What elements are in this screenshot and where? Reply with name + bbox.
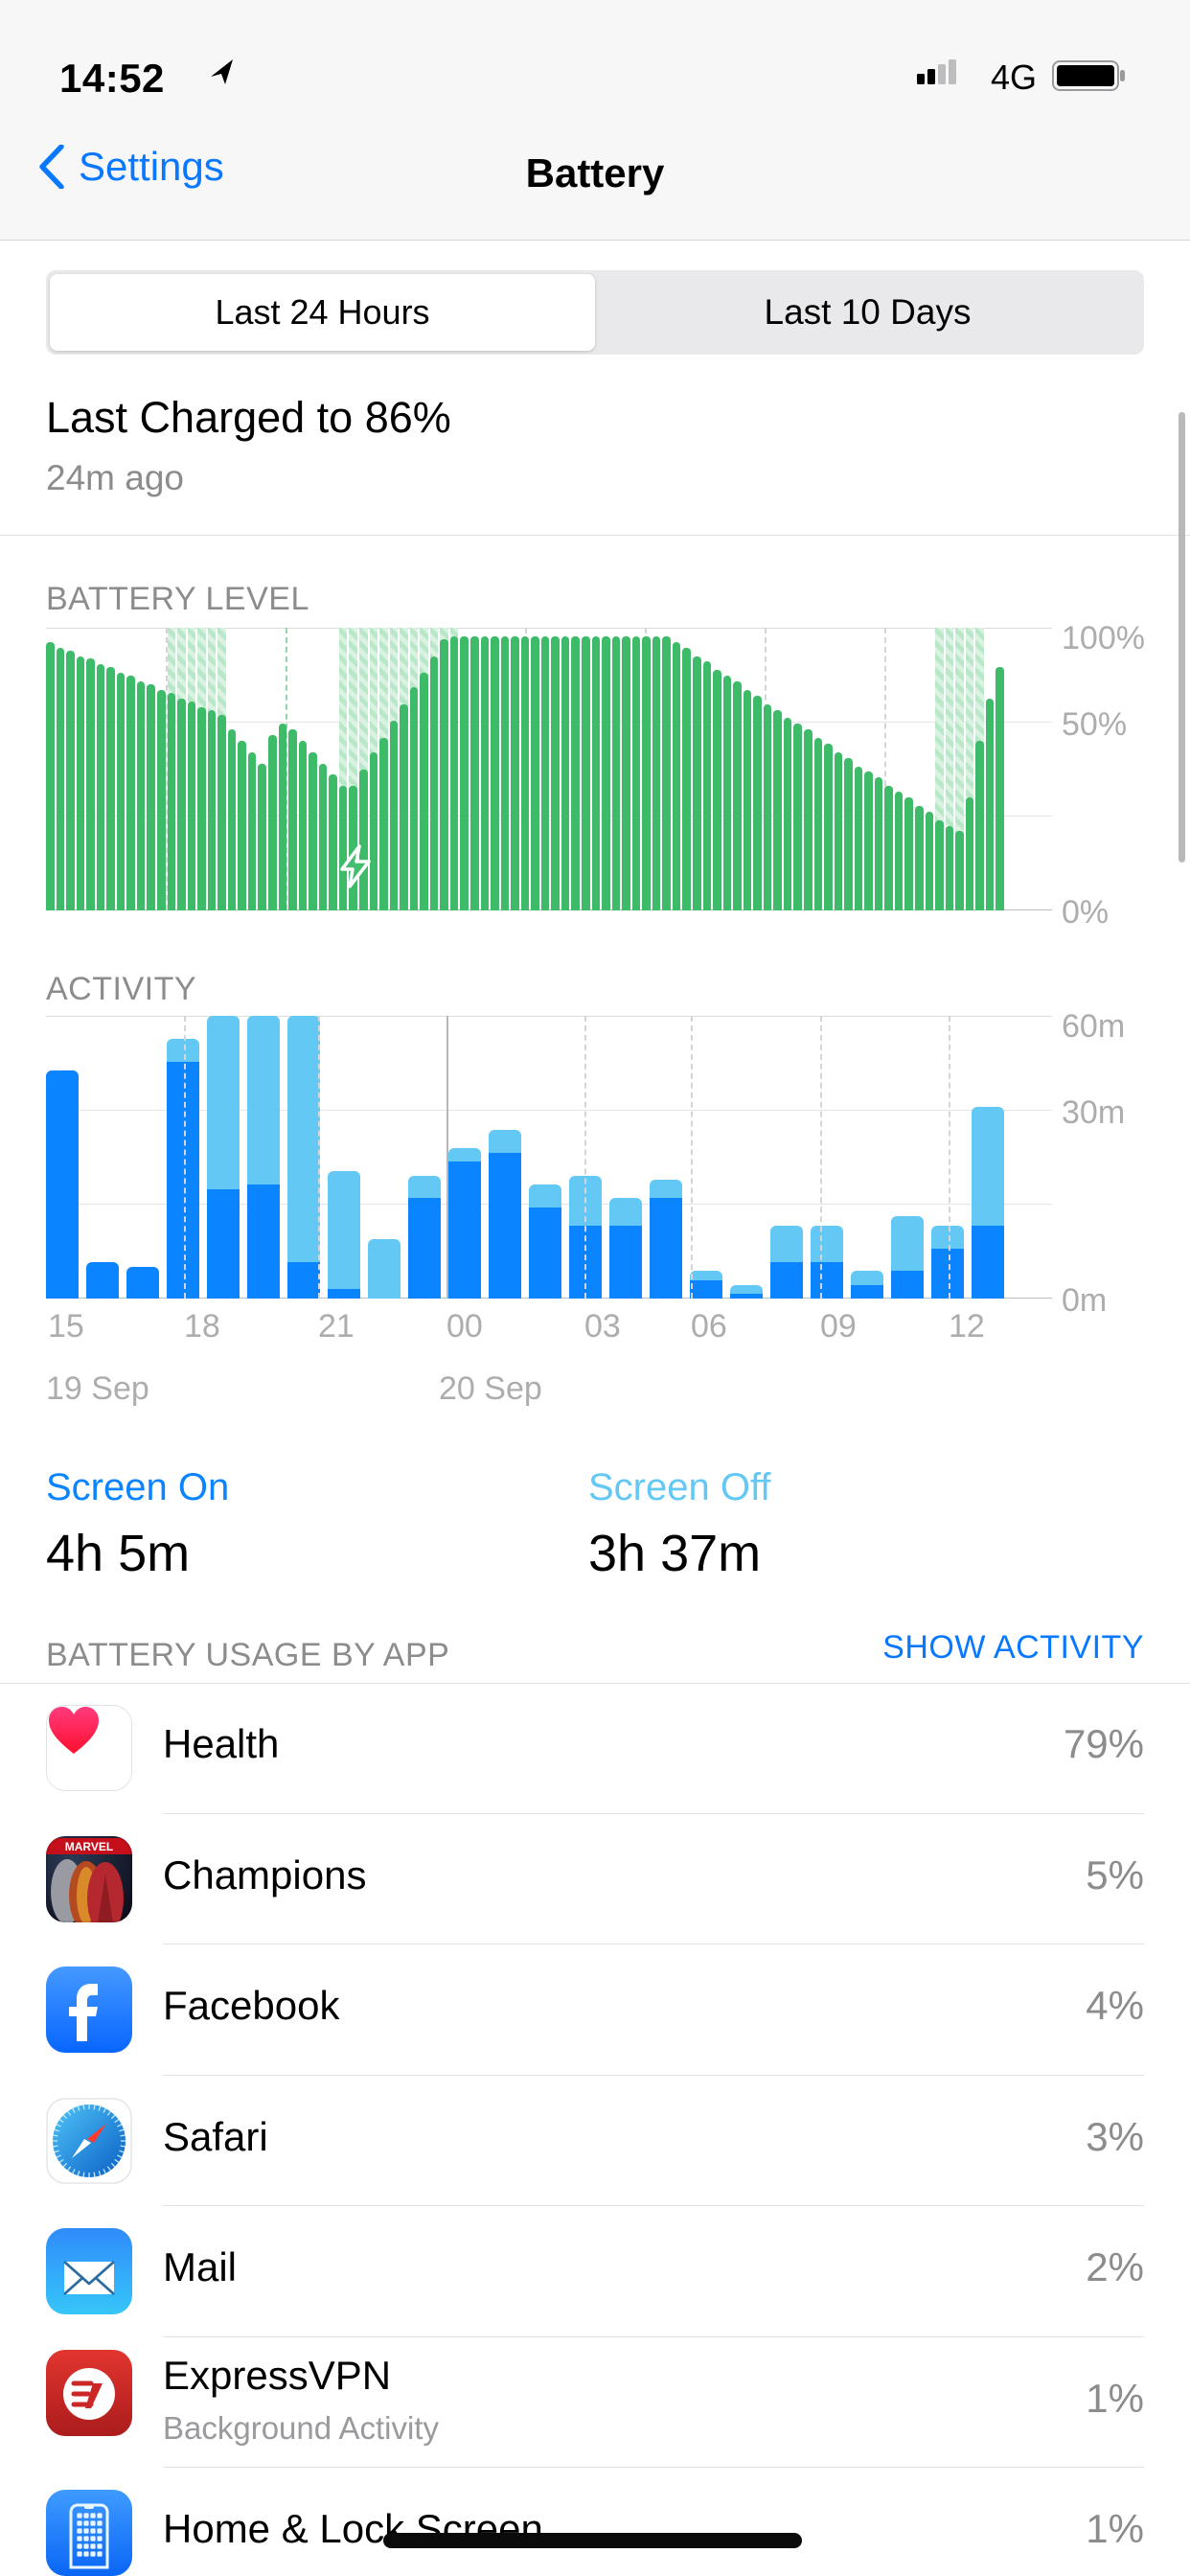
svg-text:MARVEL: MARVEL <box>65 1840 113 1853</box>
